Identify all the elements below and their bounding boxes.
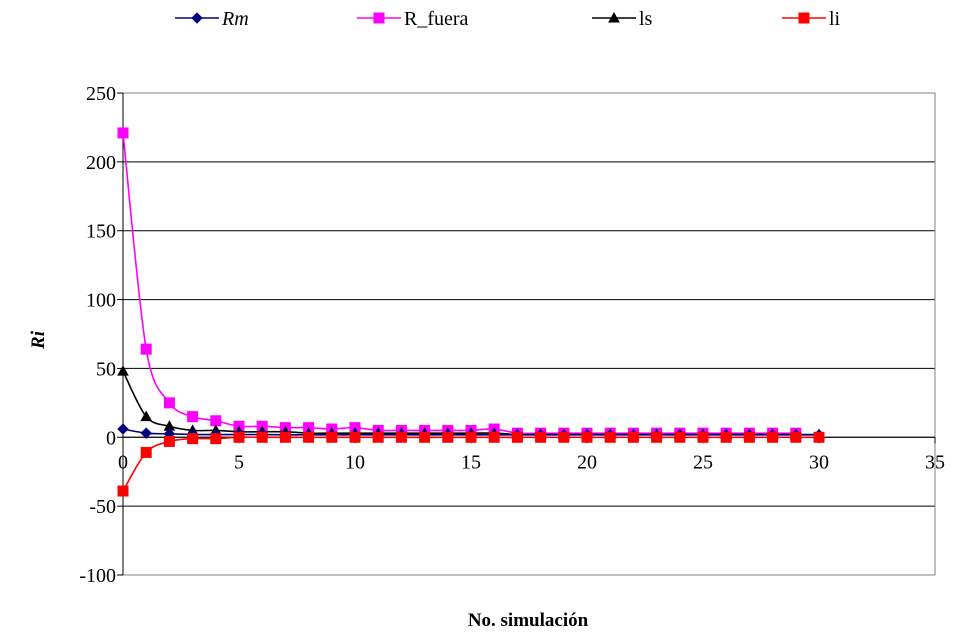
- x-axis-label: No. simulación: [468, 610, 589, 631]
- data-point: [256, 431, 268, 443]
- data-point: [627, 431, 639, 443]
- x-tick-label: 30: [809, 451, 829, 473]
- plot-area: [122, 92, 936, 576]
- data-point: [790, 431, 802, 443]
- legend-item: R_fuera: [357, 8, 469, 30]
- data-point: [117, 127, 129, 139]
- legend-marker: [373, 12, 385, 24]
- x-tick-labels: 0 5 10 15 20 25 30 35: [118, 451, 945, 473]
- legend-item: Rm: [175, 8, 249, 30]
- data-point: [163, 435, 175, 447]
- data-point: [187, 433, 199, 445]
- data-point: [674, 431, 686, 443]
- data-point: [303, 431, 315, 443]
- data-point: [163, 397, 175, 409]
- y-tick-label: 250: [86, 83, 116, 105]
- data-point: [140, 446, 152, 458]
- y-tick-label: 0: [106, 427, 116, 449]
- series-li: [117, 431, 825, 497]
- series-ls: [117, 365, 825, 440]
- data-point: [395, 431, 407, 443]
- data-point: [697, 431, 709, 443]
- data-point: [117, 365, 129, 376]
- y-axis-label: Ri: [28, 330, 49, 350]
- data-point: [210, 415, 222, 427]
- legend: Rm R_fuera ls li: [175, 8, 841, 30]
- series-line: [122, 132, 796, 435]
- data-point: [210, 433, 222, 445]
- data-point: [279, 431, 291, 443]
- legend-marker: [191, 12, 203, 24]
- data-point: [419, 431, 431, 443]
- data-point: [511, 431, 523, 443]
- x-tick-label: 5: [234, 451, 244, 473]
- legend-label: ls: [639, 8, 653, 30]
- legend-label: li: [829, 8, 841, 30]
- data-point: [604, 431, 616, 443]
- gridlines: [123, 92, 935, 507]
- data-point: [720, 431, 732, 443]
- y-tick-label: 100: [86, 290, 116, 312]
- axes: [117, 92, 936, 576]
- x-tick-label: 10: [345, 451, 365, 473]
- legend-label: R_fuera: [404, 8, 469, 30]
- data-point: [535, 431, 547, 443]
- legend-item: ls: [592, 8, 653, 30]
- data-point: [140, 410, 153, 422]
- legend-marker: [798, 12, 810, 24]
- legend-label: Rm: [221, 8, 249, 30]
- data-point: [117, 485, 129, 497]
- x-tick-label: 15: [461, 451, 481, 473]
- x-tick-label: 35: [925, 451, 945, 473]
- data-point: [813, 431, 825, 443]
- data-point: [372, 431, 384, 443]
- data-point: [465, 431, 477, 443]
- legend-marker: [608, 11, 620, 23]
- legend-item: li: [782, 8, 841, 30]
- y-tick-label: 200: [86, 152, 116, 174]
- data-point: [767, 431, 779, 443]
- y-tick-label: 150: [86, 221, 116, 243]
- data-point: [117, 423, 129, 435]
- y-tick-label: 50: [96, 358, 116, 380]
- data-point: [558, 431, 570, 443]
- y-tick-label: -100: [79, 565, 116, 587]
- data-point: [488, 431, 500, 443]
- data-point: [349, 431, 361, 443]
- x-tick-label: 25: [693, 451, 713, 473]
- data-point: [233, 431, 245, 443]
- data-point: [743, 431, 755, 443]
- data-point: [442, 431, 454, 443]
- data-point: [326, 431, 338, 443]
- data-point: [651, 431, 663, 443]
- y-tick-labels: -100 -50 0 50 100 150 200 250: [79, 83, 116, 587]
- data-point: [140, 427, 152, 439]
- data-point: [187, 411, 199, 423]
- data-point: [140, 343, 152, 355]
- x-tick-label: 20: [577, 451, 597, 473]
- x-tick-label: 0: [118, 451, 128, 473]
- series-r-fuera: [117, 127, 802, 439]
- series-group: [117, 127, 825, 497]
- y-tick-label: -50: [89, 496, 116, 518]
- data-point: [581, 431, 593, 443]
